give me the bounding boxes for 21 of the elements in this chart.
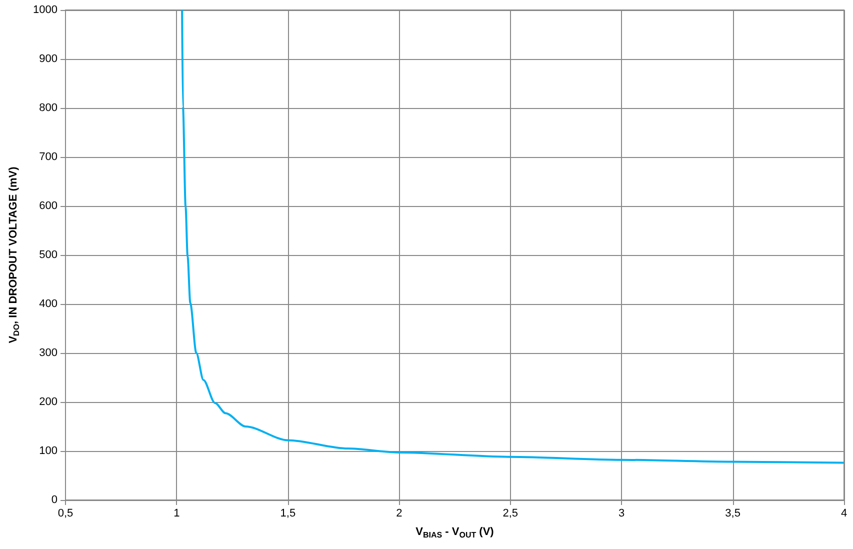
x-tick-label: 1: [174, 508, 180, 520]
y-tick-label: 1000: [33, 4, 58, 16]
line-series: [181, 9, 845, 464]
x-tick-label: 1,5: [280, 508, 296, 520]
y-tick-label: 400: [39, 298, 58, 310]
y-tick-label: 800: [39, 102, 58, 114]
y-tick-label: 0: [51, 494, 58, 506]
x-tick-label: 3,5: [725, 508, 740, 520]
x-tick-label: 3: [618, 508, 625, 520]
x-tick-label: 2: [396, 508, 402, 520]
y-tick-label: 200: [39, 396, 58, 408]
y-tick-label: 500: [39, 249, 58, 261]
y-tick-label: 300: [39, 347, 58, 359]
y-axis-title: VDO, IN DROPOUT VOLTAGE (mV): [8, 166, 21, 344]
y-tick-label: 600: [39, 200, 58, 212]
x-tick-label: 0,5: [58, 508, 74, 520]
x-tick-label: 4: [840, 508, 848, 520]
y-tick-label: 900: [39, 53, 58, 65]
x-tick-label: 2,5: [502, 508, 518, 520]
y-tick-label: 700: [39, 151, 58, 163]
y-tick-label: 100: [39, 445, 58, 457]
